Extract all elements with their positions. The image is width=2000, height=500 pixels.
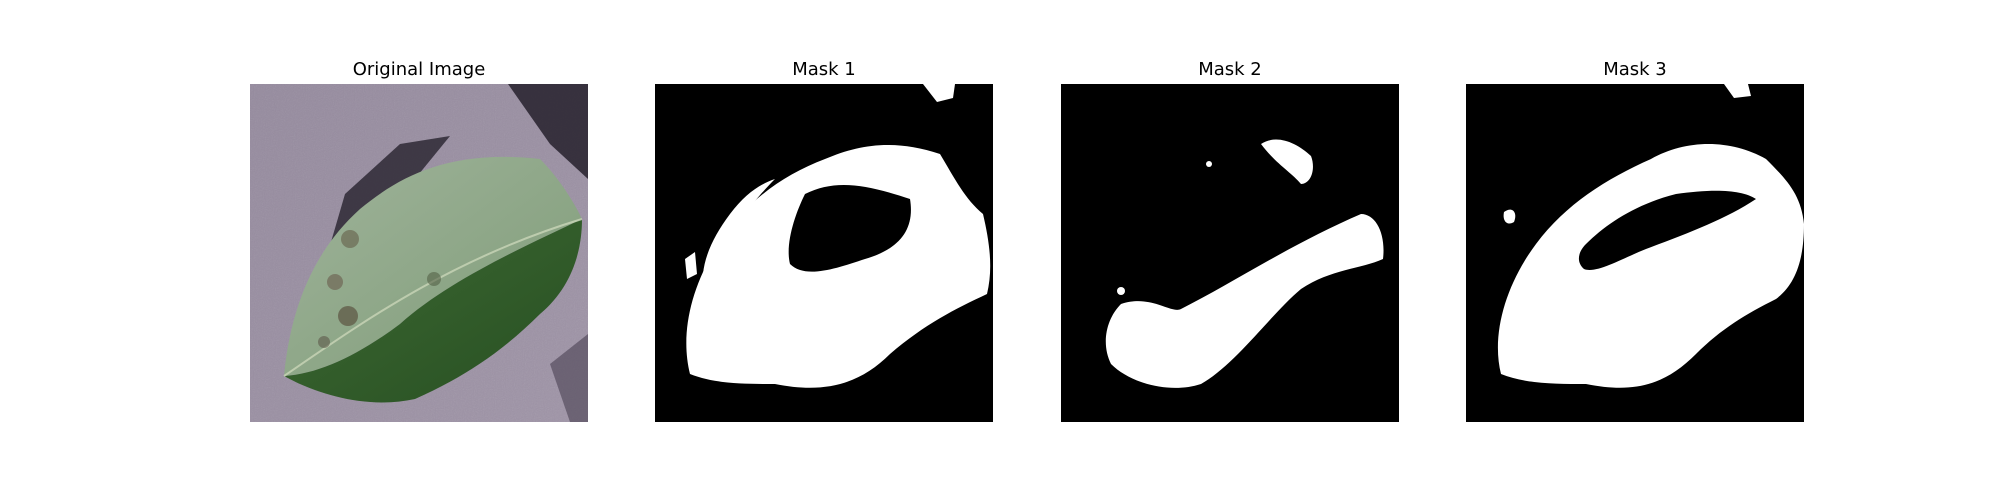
mask-2-image — [1061, 84, 1399, 422]
panel-title-original-image: Original Image — [352, 59, 486, 80]
leaf-photo — [250, 84, 588, 422]
panel-title-mask-3: Mask 3 — [1603, 59, 1667, 80]
mask-1-image — [655, 84, 993, 422]
panel-title-mask-1: Mask 1 — [792, 59, 856, 80]
mask-3-image — [1466, 84, 1804, 422]
panel-title-mask-2: Mask 2 — [1198, 59, 1262, 80]
